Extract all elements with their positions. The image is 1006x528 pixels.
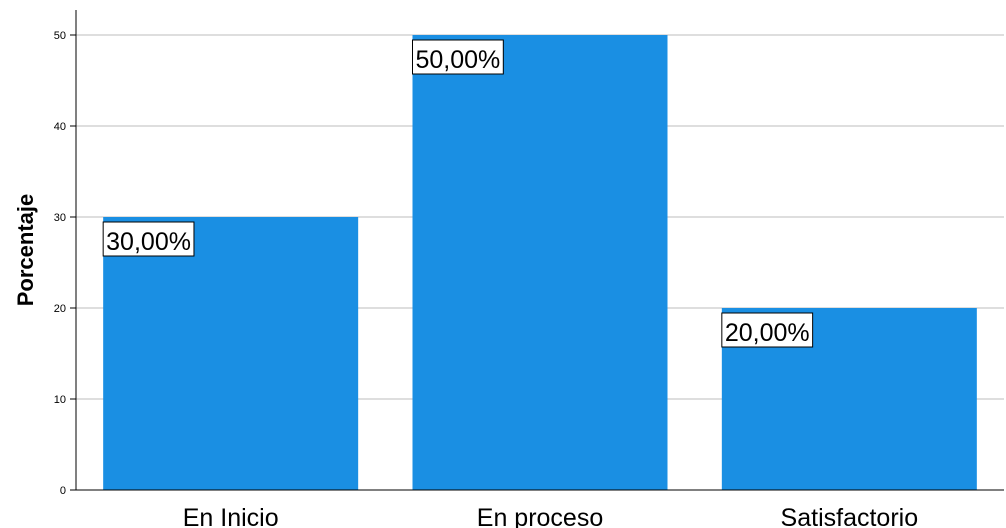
y-tick-label: 20 [54, 303, 66, 315]
data-label-box [721, 312, 814, 348]
data-label: 50,00% [412, 39, 504, 75]
data-label-text: 20,00% [725, 319, 810, 347]
x-category-label: En Inicio [183, 504, 279, 528]
x-category-label: Satisfactorio [781, 504, 919, 528]
y-tick-label: 10 [54, 394, 66, 406]
y-axis-label: Porcentaje [13, 194, 38, 307]
axes [75, 10, 1004, 491]
x-category-labels: En Inicio En proceso Satisfactorio [183, 504, 918, 528]
data-label: 20,00% [721, 312, 814, 348]
bars [103, 35, 977, 490]
data-labels: 30,00% 50,00% 20,00% [102, 39, 814, 348]
y-tick-labels: 0 10 20 30 40 50 [54, 30, 76, 497]
bar [412, 35, 668, 490]
y-tick-label: 0 [60, 485, 66, 497]
y-tick-label: 30 [54, 212, 66, 224]
y-tick-label: 40 [54, 121, 66, 133]
y-tick-label: 50 [54, 30, 66, 42]
data-label-box [102, 221, 195, 257]
x-category-label: En proceso [477, 504, 603, 528]
data-label-text: 30,00% [106, 228, 191, 256]
data-label-text: 50,00% [416, 46, 501, 74]
data-label: 30,00% [102, 221, 195, 257]
bar [103, 217, 359, 490]
data-label-box [412, 39, 504, 75]
